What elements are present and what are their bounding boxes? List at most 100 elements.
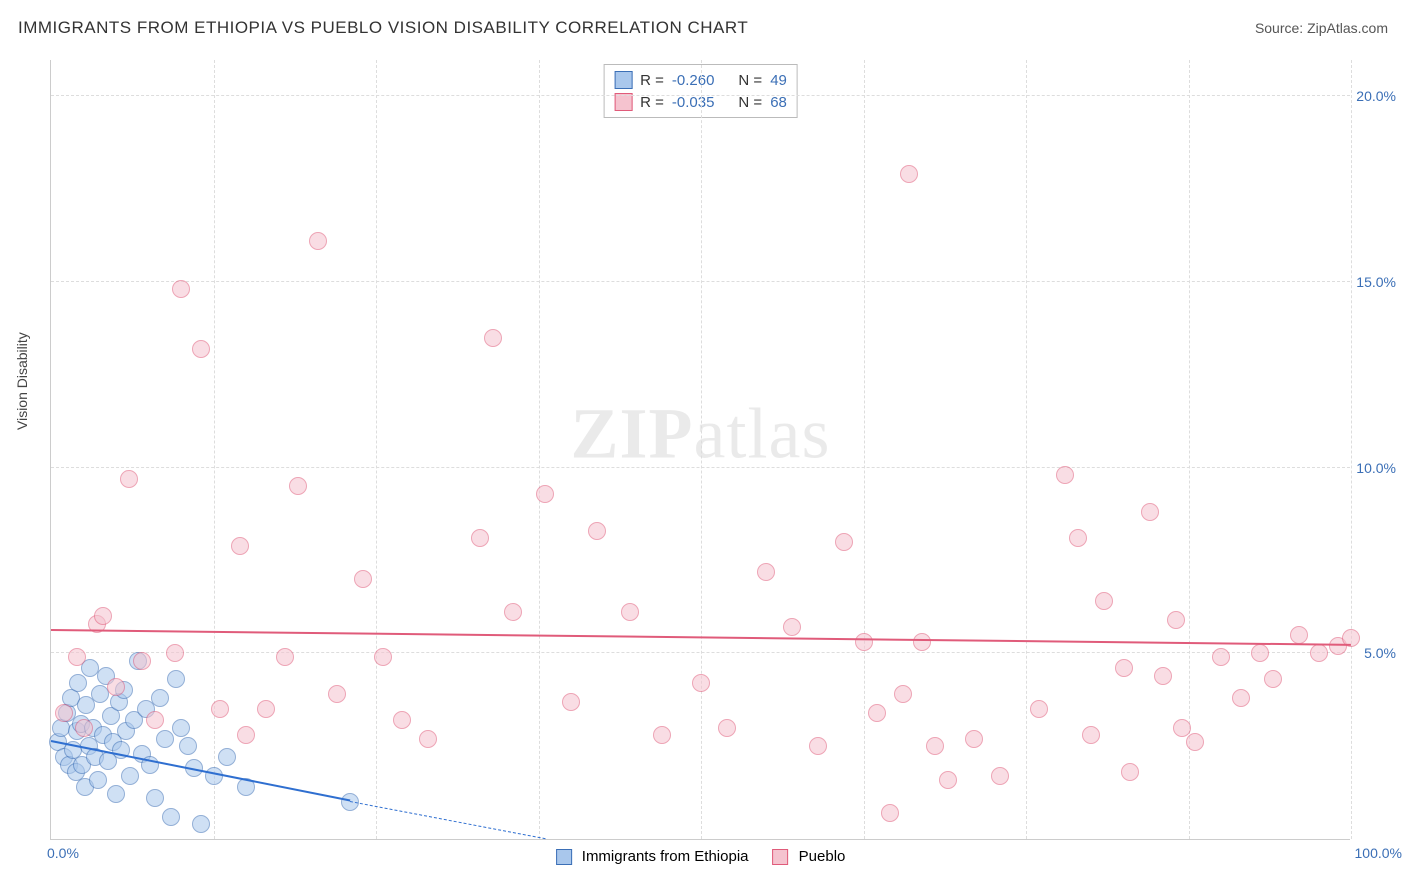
scatter-point [97, 667, 115, 685]
bottom-swatch-ethiopia [556, 849, 572, 865]
scatter-point [167, 670, 185, 688]
r-label: R = [640, 72, 664, 89]
watermark-zip: ZIP [571, 393, 694, 473]
scatter-point [1115, 659, 1133, 677]
scatter-point [1232, 689, 1250, 707]
scatter-plot: ZIPatlas R = -0.260 N = 49 R = -0.035 N … [50, 60, 1350, 840]
scatter-point [1167, 611, 1185, 629]
scatter-point [276, 648, 294, 666]
scatter-point [156, 730, 174, 748]
scatter-point [192, 340, 210, 358]
scatter-point [137, 700, 155, 718]
scatter-point [484, 329, 502, 347]
scatter-point [94, 726, 112, 744]
scatter-point [783, 618, 801, 636]
scatter-point [162, 808, 180, 826]
scatter-point [1095, 592, 1113, 610]
scatter-point [1264, 670, 1282, 688]
scatter-point [110, 693, 128, 711]
scatter-point [52, 719, 70, 737]
gridline-v [1351, 60, 1352, 839]
scatter-point [179, 737, 197, 755]
bottom-legend-item-ethiopia: Immigrants from Ethiopia [556, 848, 749, 865]
gridline-v [214, 60, 215, 839]
scatter-point [257, 700, 275, 718]
scatter-point [718, 719, 736, 737]
scatter-point [107, 785, 125, 803]
y-tick-label: 10.0% [1354, 460, 1396, 476]
bottom-swatch-pueblo [773, 849, 789, 865]
scatter-point [73, 756, 91, 774]
scatter-point [75, 719, 93, 737]
scatter-point [504, 603, 522, 621]
scatter-point [991, 767, 1009, 785]
scatter-point [393, 711, 411, 729]
gridline-v [376, 60, 377, 839]
trend-line [51, 740, 350, 801]
scatter-point [419, 730, 437, 748]
bottom-legend: Immigrants from Ethiopia Pueblo [556, 848, 846, 865]
y-tick-label: 5.0% [1354, 645, 1396, 661]
scatter-point [91, 685, 109, 703]
scatter-point [237, 726, 255, 744]
scatter-point [77, 696, 95, 714]
scatter-point [55, 748, 73, 766]
r-value-ethiopia: -0.260 [672, 72, 715, 89]
bottom-legend-item-pueblo: Pueblo [773, 848, 846, 865]
x-tick-label: 100.0% [1355, 845, 1402, 861]
scatter-point [289, 477, 307, 495]
scatter-point [102, 707, 120, 725]
scatter-point [89, 771, 107, 789]
scatter-point [60, 756, 78, 774]
scatter-point [67, 763, 85, 781]
scatter-point [809, 737, 827, 755]
scatter-point [1030, 700, 1048, 718]
scatter-point [81, 659, 99, 677]
y-axis-label: Vision Disability [14, 332, 30, 430]
scatter-point [166, 644, 184, 662]
scatter-point [84, 719, 102, 737]
scatter-point [881, 804, 899, 822]
scatter-point [621, 603, 639, 621]
scatter-point [1069, 529, 1087, 547]
n-value-ethiopia: 49 [770, 72, 787, 89]
y-tick-label: 15.0% [1354, 274, 1396, 290]
scatter-point [115, 681, 133, 699]
watermark-atlas: atlas [694, 393, 831, 473]
scatter-point [562, 693, 580, 711]
scatter-point [151, 689, 169, 707]
gridline-v [1026, 60, 1027, 839]
scatter-point [121, 767, 139, 785]
scatter-point [653, 726, 671, 744]
scatter-point [1082, 726, 1100, 744]
scatter-point [757, 563, 775, 581]
scatter-point [471, 529, 489, 547]
bottom-label-pueblo: Pueblo [799, 848, 846, 865]
trend-line [350, 801, 545, 839]
scatter-point [129, 652, 147, 670]
scatter-point [588, 522, 606, 540]
scatter-point [913, 633, 931, 651]
scatter-point [231, 537, 249, 555]
scatter-point [72, 715, 90, 733]
scatter-point [1251, 644, 1269, 662]
scatter-point [125, 711, 143, 729]
scatter-point [328, 685, 346, 703]
gridline-v [1189, 60, 1190, 839]
scatter-point [133, 652, 151, 670]
scatter-point [939, 771, 957, 789]
scatter-point [965, 730, 983, 748]
scatter-point [1290, 626, 1308, 644]
scatter-point [69, 674, 87, 692]
scatter-point [309, 232, 327, 250]
scatter-point [218, 748, 236, 766]
scatter-point [1212, 648, 1230, 666]
scatter-point [104, 733, 122, 751]
gridline-v [864, 60, 865, 839]
scatter-point [192, 815, 210, 833]
chart-title: IMMIGRANTS FROM ETHIOPIA VS PUEBLO VISIO… [18, 18, 748, 38]
scatter-point [1121, 763, 1139, 781]
scatter-point [76, 778, 94, 796]
scatter-point [94, 607, 112, 625]
scatter-point [900, 165, 918, 183]
